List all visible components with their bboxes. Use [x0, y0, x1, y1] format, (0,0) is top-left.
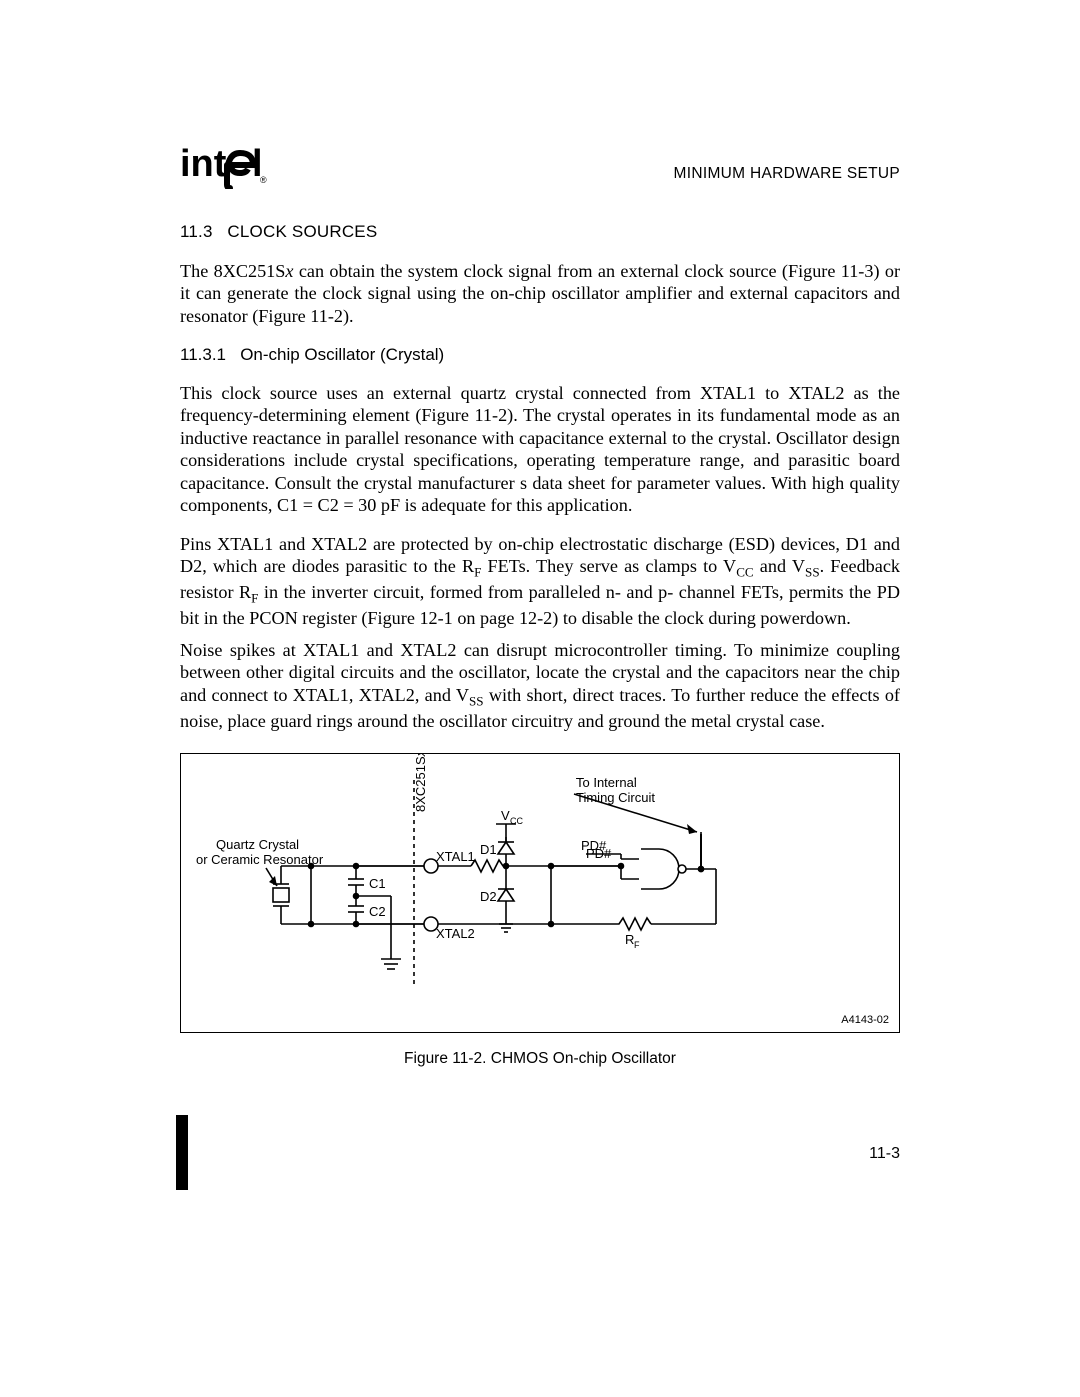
subsection-title: On-chip Oscillator (Crystal) [240, 345, 444, 364]
page-number: 11-3 [869, 1145, 900, 1163]
svg-text:F: F [634, 940, 640, 950]
section-number: 11.3 [180, 222, 213, 241]
svg-text:int: int [180, 143, 227, 185]
svg-text:V: V [501, 808, 510, 823]
figure-container: 8XC251Sx To Internal Timing Circuit VCC [180, 753, 900, 1033]
svg-text:C1: C1 [369, 876, 386, 891]
svg-text:XTAL1: XTAL1 [436, 849, 475, 864]
paragraph-2: This clock source uses an external quart… [180, 382, 900, 516]
figure-caption: Figure 11-2. CHMOS On-chip Oscillator [0, 1050, 1080, 1068]
section-heading: 11.3 CLOCK SOURCES [180, 222, 377, 242]
figure-caption-prefix: Figure 11-2. [404, 1050, 491, 1067]
svg-text:8XC251Sx: 8XC251Sx [413, 754, 428, 812]
svg-text:or Ceramic Resonator: or Ceramic Resonator [196, 852, 324, 867]
svg-text:R: R [625, 932, 634, 947]
paragraph-4: Noise spikes at XTAL1 and XTAL2 can disr… [180, 639, 900, 732]
intel-logo: int l ® [180, 143, 270, 194]
header-section-title: MINIMUM HARDWARE SETUP [674, 165, 900, 183]
svg-text:D2: D2 [480, 889, 497, 904]
svg-text:D1: D1 [480, 842, 497, 857]
subsection-heading: 11.3.1 On-chip Oscillator (Crystal) [180, 345, 444, 365]
circuit-diagram: 8XC251Sx To Internal Timing Circuit VCC [181, 754, 899, 1032]
paragraph-1: The 8XC251Sx can obtain the system clock… [180, 260, 900, 327]
svg-text:XTAL2: XTAL2 [436, 926, 475, 941]
svg-text:PD#: PD# [581, 838, 607, 853]
section-title: CLOCK SOURCES [227, 222, 377, 241]
chapter-tab [176, 1115, 188, 1190]
figure-caption-title: CHMOS On-chip Oscillator [491, 1050, 676, 1067]
svg-text:®: ® [260, 175, 267, 185]
svg-text:C2: C2 [369, 904, 386, 919]
svg-text:Quartz Crystal: Quartz Crystal [216, 837, 299, 852]
paragraph-3: Pins XTAL1 and XTAL2 are protected by on… [180, 533, 900, 629]
figure-ref: A4143-02 [841, 1014, 889, 1026]
subsection-number: 11.3.1 [180, 345, 226, 364]
svg-text:To Internal: To Internal [576, 775, 637, 790]
